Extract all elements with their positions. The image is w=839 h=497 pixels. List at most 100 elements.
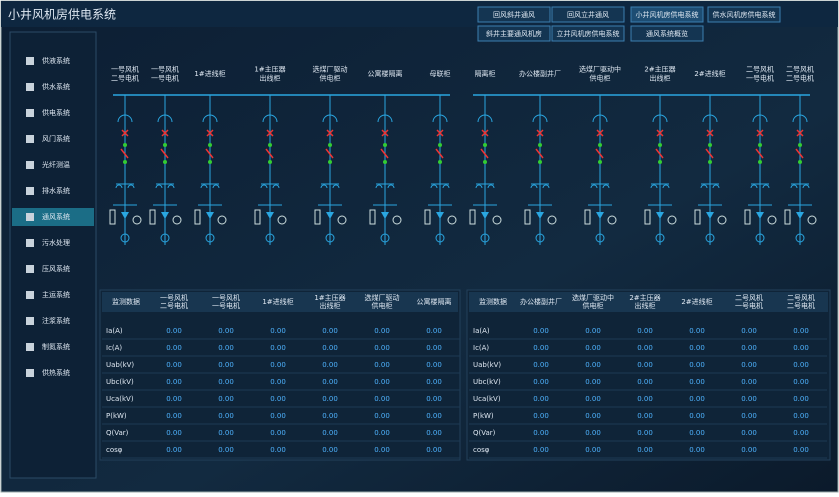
table-panel xyxy=(466,289,831,461)
tab-label[interactable]: 供水风机房供电系统 xyxy=(713,10,776,19)
table-value: 0.00 xyxy=(637,395,653,403)
sidebar-icon xyxy=(26,239,34,247)
sidebar-item[interactable]: 主运系统 xyxy=(42,290,70,299)
ct-symbol xyxy=(590,183,610,189)
table-value: 0.00 xyxy=(533,395,549,403)
table-panel xyxy=(99,289,461,461)
feeder-label: 一号电机 xyxy=(746,74,774,83)
table-row-label: cosφ xyxy=(473,446,490,454)
sidebar-item[interactable]: 供热系统 xyxy=(42,368,70,377)
ct-symbol xyxy=(530,183,550,189)
tab-label[interactable]: 通风系统概览 xyxy=(646,29,688,38)
switch-dot xyxy=(798,143,802,147)
fuse xyxy=(524,209,531,225)
load xyxy=(325,233,335,243)
feeder-label: 选煤厂驱动 xyxy=(313,65,348,74)
table-row-label: Ic(A) xyxy=(473,344,489,352)
breaker-arc xyxy=(262,114,278,123)
table-value: 0.00 xyxy=(426,361,442,369)
table-value: 0.00 xyxy=(270,327,286,335)
tab-label[interactable]: 回风斜井通风 xyxy=(493,10,535,19)
table-value: 0.00 xyxy=(270,361,286,369)
arrester xyxy=(596,212,604,219)
feeder-label: 隔离柜 xyxy=(475,69,496,78)
sidebar-item[interactable]: 光纤测温 xyxy=(42,160,70,169)
arrester xyxy=(121,212,129,219)
feeder-label: 2#进线柜 xyxy=(694,69,725,78)
switch-x xyxy=(206,129,214,137)
table-row-label: Ubc(kV) xyxy=(106,378,134,386)
table-value: 0.00 xyxy=(218,395,234,403)
tab-label[interactable]: 回风立井通风 xyxy=(567,10,609,19)
meter xyxy=(337,215,347,225)
tab-button[interactable] xyxy=(551,25,625,42)
arrester xyxy=(481,212,489,219)
table-value: 0.00 xyxy=(533,344,549,352)
sidebar-item[interactable]: 排水系统 xyxy=(42,186,70,195)
tab-button[interactable] xyxy=(551,6,625,23)
meter xyxy=(132,215,142,225)
arrester xyxy=(206,212,214,219)
load xyxy=(205,233,215,243)
tab-button[interactable] xyxy=(630,6,704,23)
table-value: 0.00 xyxy=(741,429,757,437)
table-value: 0.00 xyxy=(793,395,809,403)
breaker-arc xyxy=(432,114,448,123)
feeder-label: 2#主压器 xyxy=(644,65,675,74)
load xyxy=(535,233,545,243)
sidebar-item[interactable]: 通风系统 xyxy=(42,212,70,221)
ct-symbol xyxy=(790,183,810,189)
tab-button[interactable] xyxy=(630,25,704,42)
breaker-arc xyxy=(322,114,338,123)
tab-button[interactable] xyxy=(707,6,781,23)
switch-dot xyxy=(538,143,542,147)
switch-x xyxy=(161,129,169,137)
switch-x xyxy=(436,129,444,137)
ct-symbol xyxy=(200,183,220,189)
sidebar-icon xyxy=(26,83,34,91)
table-value: 0.00 xyxy=(270,344,286,352)
switch-dot xyxy=(438,160,442,164)
load xyxy=(435,233,445,243)
meter xyxy=(717,215,727,225)
sidebar-item[interactable]: 压风系统 xyxy=(42,264,70,273)
table-value: 0.00 xyxy=(270,378,286,386)
table-value: 0.00 xyxy=(741,361,757,369)
feeder-label: 二号风机 xyxy=(746,65,774,74)
table-value: 0.00 xyxy=(270,395,286,403)
sidebar-item[interactable]: 风门系统 xyxy=(42,134,70,143)
switch-blade xyxy=(755,148,764,159)
load xyxy=(595,233,605,243)
table-value: 0.00 xyxy=(322,378,338,386)
ct-symbol xyxy=(320,183,340,189)
sidebar-item[interactable]: 供电系统 xyxy=(42,108,70,117)
sidebar-item[interactable]: 供液系统 xyxy=(42,56,70,65)
sidebar-icon xyxy=(26,343,34,351)
table-value: 0.00 xyxy=(166,344,182,352)
sidebar-active[interactable] xyxy=(12,208,94,226)
switch-blade xyxy=(205,148,214,159)
sidebar-item[interactable]: 制氮系统 xyxy=(42,342,70,351)
table-header: 选煤厂驱动中 xyxy=(572,293,614,302)
arrester xyxy=(756,212,764,219)
table-header: 公寓楼隔离 xyxy=(417,297,452,306)
tab-label[interactable]: 斜井主要通风机房 xyxy=(486,29,542,38)
table-value: 0.00 xyxy=(322,361,338,369)
breaker-arc xyxy=(702,114,718,123)
tab-button[interactable] xyxy=(477,6,551,23)
feeder-label: 供电柜 xyxy=(590,74,611,83)
switch-blade xyxy=(435,148,444,159)
table-header: 2#主压器 xyxy=(629,293,660,302)
tab-button[interactable] xyxy=(477,25,551,42)
sidebar-item[interactable]: 注浆系统 xyxy=(42,316,70,325)
table-value: 0.00 xyxy=(585,378,601,386)
sidebar-item[interactable]: 供水系统 xyxy=(42,82,70,91)
tab-label[interactable]: 小井风机房供电系统 xyxy=(636,10,699,19)
switch-x xyxy=(706,129,714,137)
switch-blade xyxy=(325,148,334,159)
table-value: 0.00 xyxy=(793,344,809,352)
sidebar-item[interactable]: 污水处理 xyxy=(42,238,70,247)
tab-label[interactable]: 立井风机房供电系统 xyxy=(557,29,620,38)
breaker-arc xyxy=(377,114,393,123)
